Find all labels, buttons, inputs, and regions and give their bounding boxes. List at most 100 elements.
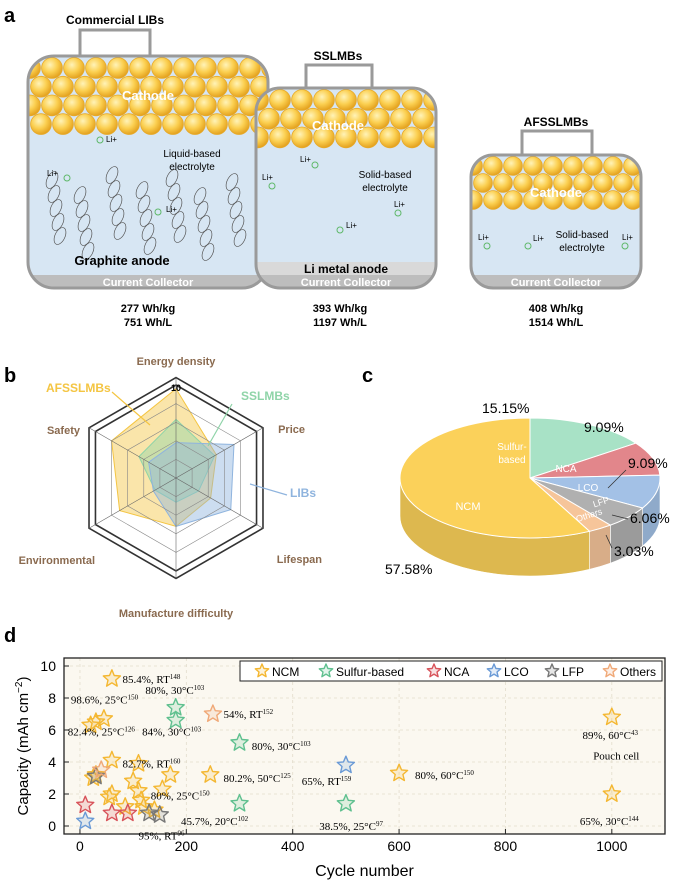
graphite-flake [105, 166, 119, 184]
electrolyte-label-1: Solid-based [556, 230, 609, 241]
radar-callout-line [111, 391, 151, 426]
graphite-flake [167, 183, 181, 201]
point-annotation: 98.6%, 25°C150 [71, 694, 139, 707]
graphite-flake [197, 215, 211, 233]
y-tick-label: 8 [48, 690, 56, 706]
data-point-sulfur-based [230, 793, 249, 812]
data-point-nca [118, 803, 138, 822]
pie-slice-ncm [399, 417, 591, 539]
y-tick-label: 6 [48, 722, 56, 738]
cathode-particle [291, 126, 313, 149]
pie-side-others [589, 524, 611, 570]
cathode-particle [434, 107, 436, 130]
cathode-particle [483, 190, 503, 210]
pie-percent-label: 6.06% [630, 510, 670, 526]
legend-label: NCA [444, 665, 469, 679]
cathode-particle [543, 156, 563, 176]
cell-outline [254, 86, 438, 290]
cathode-particle [553, 173, 573, 193]
collector-label: Current Collector [301, 277, 392, 289]
x-axis-label: Cycle number [315, 863, 414, 880]
cathode-particle [379, 89, 401, 111]
pie-inner-label: based [498, 455, 525, 466]
pie-inner-label: NCM [455, 501, 480, 513]
x-tick-label: 400 [281, 838, 305, 854]
x-tick-label: 600 [387, 838, 411, 854]
graphite-flake [199, 229, 213, 247]
cathode-particle [162, 113, 184, 135]
cathode-label: Cathode [312, 118, 364, 133]
svg-text:Li+: Li+ [262, 173, 273, 182]
data-point-sulfur-based [230, 733, 249, 751]
panel-label-a: a [4, 5, 16, 27]
cathode-particle [401, 126, 423, 149]
legend-marker [486, 663, 502, 678]
y-tick-label: 2 [48, 786, 56, 802]
point-annotation: 80%, 60°C150 [415, 769, 474, 782]
svg-text:Li+: Li+ [106, 135, 117, 144]
data-point-ncm [129, 753, 148, 772]
pie-percent-label: 9.09% [628, 455, 668, 471]
cathode-particle [603, 190, 623, 210]
radar-axis-label: Price [278, 424, 305, 436]
cathode-particle [324, 107, 346, 130]
graphite-flakes [45, 166, 247, 261]
plot-background [64, 658, 665, 834]
svg-text:Li+: Li+ [622, 233, 633, 242]
cathode-particle [151, 57, 173, 79]
terminal [304, 63, 374, 88]
graphite-flake [51, 213, 65, 231]
cathode-particle [357, 126, 379, 149]
data-point-ncm [99, 787, 119, 806]
radar-callout-line [207, 403, 233, 447]
cathode-particle [184, 75, 206, 98]
cathode-particle [228, 75, 250, 98]
cathode-particle [256, 126, 269, 149]
cathode-particle [368, 107, 390, 130]
cathode-particle [302, 107, 324, 130]
cathode-particle [173, 94, 195, 117]
data-point-lfp [139, 803, 159, 822]
cathode-particle [543, 190, 563, 210]
legend-label: LCO [504, 665, 529, 679]
graphite-flake [165, 169, 179, 187]
cathode-particle [28, 94, 41, 117]
cathode-label: Cathode [122, 88, 174, 103]
point-annotation: 82.4%, 25°C126 [68, 726, 136, 739]
cathode-particle [563, 190, 583, 210]
cathode-particle [96, 113, 118, 135]
cathode-particles [28, 57, 268, 135]
svg-text:Li+: Li+ [47, 169, 58, 178]
point-annotation: 89%, 60°C43 [583, 729, 639, 742]
cathode-particle [412, 107, 434, 130]
point-annotation: 80%, 25°C150 [151, 790, 210, 803]
legend-label: Others [620, 665, 656, 679]
radar-axis-label: Lifespan [277, 554, 323, 566]
data-point-ncm [153, 779, 172, 798]
cathode-particle [613, 173, 633, 193]
svg-text:Li+: Li+ [478, 233, 489, 242]
point-annotation: 82.7%, RT160 [123, 758, 181, 771]
cathode-particle [140, 75, 162, 98]
scatter-chart: 0 200 400 600 800 1000 0 2 4 6 8 10 Cycle number Capa… [14, 657, 666, 880]
point-annotation: 65%, 30°C144 [580, 815, 639, 828]
pie-inner-label: Sulfur- [497, 442, 526, 453]
cathode-particle [228, 113, 250, 135]
x-tick-label: 800 [494, 838, 518, 854]
terminal [78, 28, 152, 56]
graphite-flake [227, 187, 241, 205]
radar-spoke [175, 477, 264, 529]
cathode-particle [63, 94, 85, 117]
cell-title: Commercial LIBs [66, 13, 164, 27]
cathode-particle [195, 94, 217, 117]
graphite-flake [45, 171, 59, 189]
electrolyte-label-2: electrolyte [559, 243, 605, 254]
legend-marker [544, 663, 560, 678]
point-annotation: 85.4%, RT148 [123, 673, 181, 686]
anode-label: Graphite anode [74, 253, 169, 268]
y-tick-label: 4 [48, 754, 56, 770]
point-annotation: 80%, 30°C103 [145, 684, 204, 697]
radar-callout-line [249, 483, 288, 496]
cathode-particle [390, 107, 412, 130]
legend: NCM Sulfur-based NCA LCO LFP Others [239, 660, 663, 682]
